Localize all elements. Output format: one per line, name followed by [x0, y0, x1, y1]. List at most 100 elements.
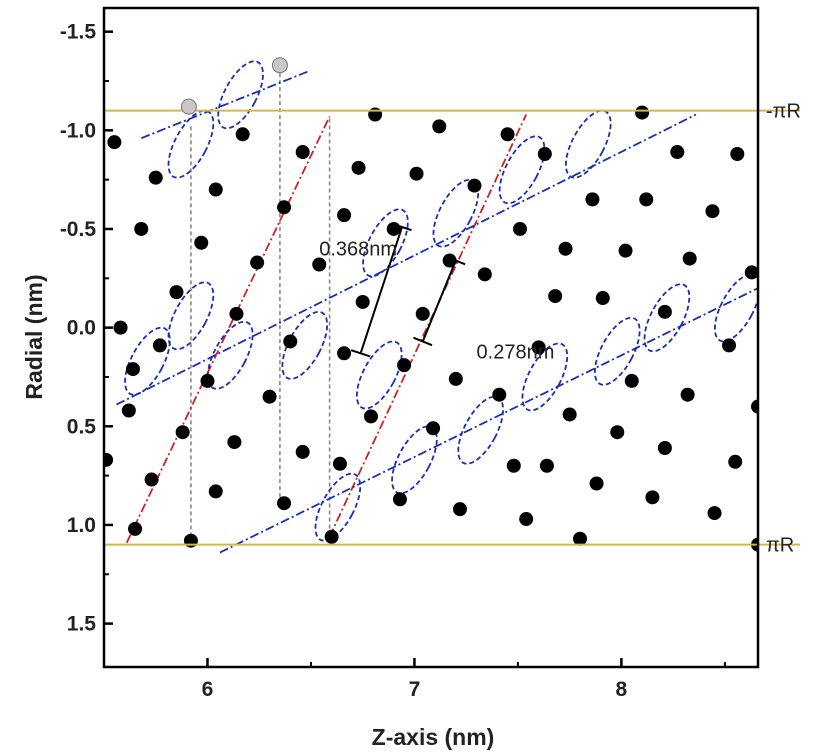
data-point — [635, 105, 650, 120]
axes-layer: -πR πR 0.368nm 0.278nm -1.5 -1.0 -0.5 0.0 0.5 1.0… — [60, 6, 801, 701]
data-point — [722, 338, 737, 353]
dashed-ellipse — [565, 109, 612, 179]
data-point — [728, 454, 743, 469]
data-point — [573, 531, 588, 546]
red-helix-line — [125, 116, 331, 544]
data-point — [657, 440, 672, 455]
measurement-cap — [413, 336, 433, 347]
reference-line-label: -πR — [766, 101, 801, 123]
dashed-ellipse — [281, 310, 329, 380]
data-point — [324, 529, 339, 544]
measurement-label: 0.368nm — [319, 239, 397, 261]
data-point — [562, 407, 577, 422]
data-point — [624, 373, 639, 388]
measurement-cap — [392, 222, 412, 232]
dashed-ellipse — [355, 340, 403, 410]
data-point — [169, 285, 184, 300]
data-point — [585, 192, 600, 207]
y-tick-label: 0.5 — [67, 415, 97, 438]
dashed-ellipse — [521, 342, 569, 412]
data-point — [537, 147, 552, 162]
data-point — [312, 257, 327, 272]
data-point — [618, 243, 633, 258]
highlight-point — [271, 57, 288, 74]
data-point — [432, 119, 447, 134]
data-point — [397, 358, 412, 373]
y-axis-title: Radial (nm) — [21, 274, 47, 399]
highlight-point — [180, 98, 197, 115]
data-point — [235, 127, 250, 142]
data-point — [409, 166, 424, 181]
data-point — [128, 521, 143, 536]
data-point — [645, 490, 660, 505]
measurement-cap — [350, 349, 371, 358]
x-tick-label: 8 — [616, 678, 628, 701]
blue-helix-line — [140, 70, 310, 140]
data-point — [589, 476, 604, 491]
data-point — [548, 289, 563, 304]
data-point — [148, 170, 163, 185]
data-point — [175, 425, 190, 440]
dashed-ellipse — [206, 320, 254, 390]
data-point — [415, 306, 430, 321]
data-point — [531, 340, 546, 355]
y-tick-label: -0.5 — [60, 218, 97, 241]
data-point — [277, 200, 292, 215]
data-point — [283, 334, 298, 349]
data-point — [512, 221, 527, 236]
data-point — [125, 362, 140, 377]
data-point — [107, 135, 122, 150]
data-point — [113, 320, 128, 335]
data-point — [595, 291, 610, 306]
data-point — [152, 338, 167, 353]
data-point — [208, 484, 223, 499]
dashed-ellipse — [643, 283, 691, 353]
blue-helix-line — [116, 113, 697, 406]
dashed-ellipse — [167, 281, 215, 351]
data-point — [104, 452, 114, 467]
data-point — [751, 399, 758, 414]
dashed-ellipse — [457, 395, 504, 465]
x-axis-title: Z-axis (nm) — [372, 724, 495, 750]
data-point — [477, 267, 492, 282]
dashed-ellipse — [217, 60, 264, 130]
data-point — [295, 444, 310, 459]
data-point — [639, 192, 654, 207]
data-point — [121, 403, 136, 418]
plot-frame — [102, 6, 760, 669]
data-point — [229, 306, 244, 321]
y-tick-label: 0.0 — [67, 317, 96, 340]
data-point — [262, 389, 277, 404]
x-tick-label: 7 — [409, 678, 421, 701]
data-point — [332, 456, 347, 471]
data-point — [519, 512, 534, 527]
data-point — [363, 409, 378, 424]
data-point — [134, 221, 149, 236]
data-point — [506, 458, 521, 473]
data-point — [730, 147, 745, 162]
dashed-ellipse — [714, 273, 758, 343]
measurement-cap — [446, 255, 466, 266]
data-point — [705, 204, 720, 219]
y-tick-label: 1.0 — [67, 514, 96, 537]
data-point — [448, 371, 463, 386]
data-point — [744, 265, 758, 280]
measurement-line — [421, 260, 457, 342]
data-point — [337, 346, 352, 361]
data-point — [295, 145, 310, 160]
data-point — [208, 182, 223, 197]
data-point — [144, 472, 159, 487]
data-point — [492, 387, 507, 402]
data-point — [610, 425, 625, 440]
x-tick-label: 6 — [202, 678, 214, 701]
data-point — [707, 506, 722, 521]
data-point — [392, 492, 407, 507]
dashed-ellipse — [314, 472, 362, 542]
data-point — [337, 208, 352, 223]
data-point — [539, 458, 554, 473]
data-point — [558, 241, 573, 256]
y-tick-label: -1.5 — [60, 21, 97, 44]
data-point — [277, 496, 292, 511]
data-point — [452, 502, 467, 517]
data-point — [250, 255, 265, 270]
